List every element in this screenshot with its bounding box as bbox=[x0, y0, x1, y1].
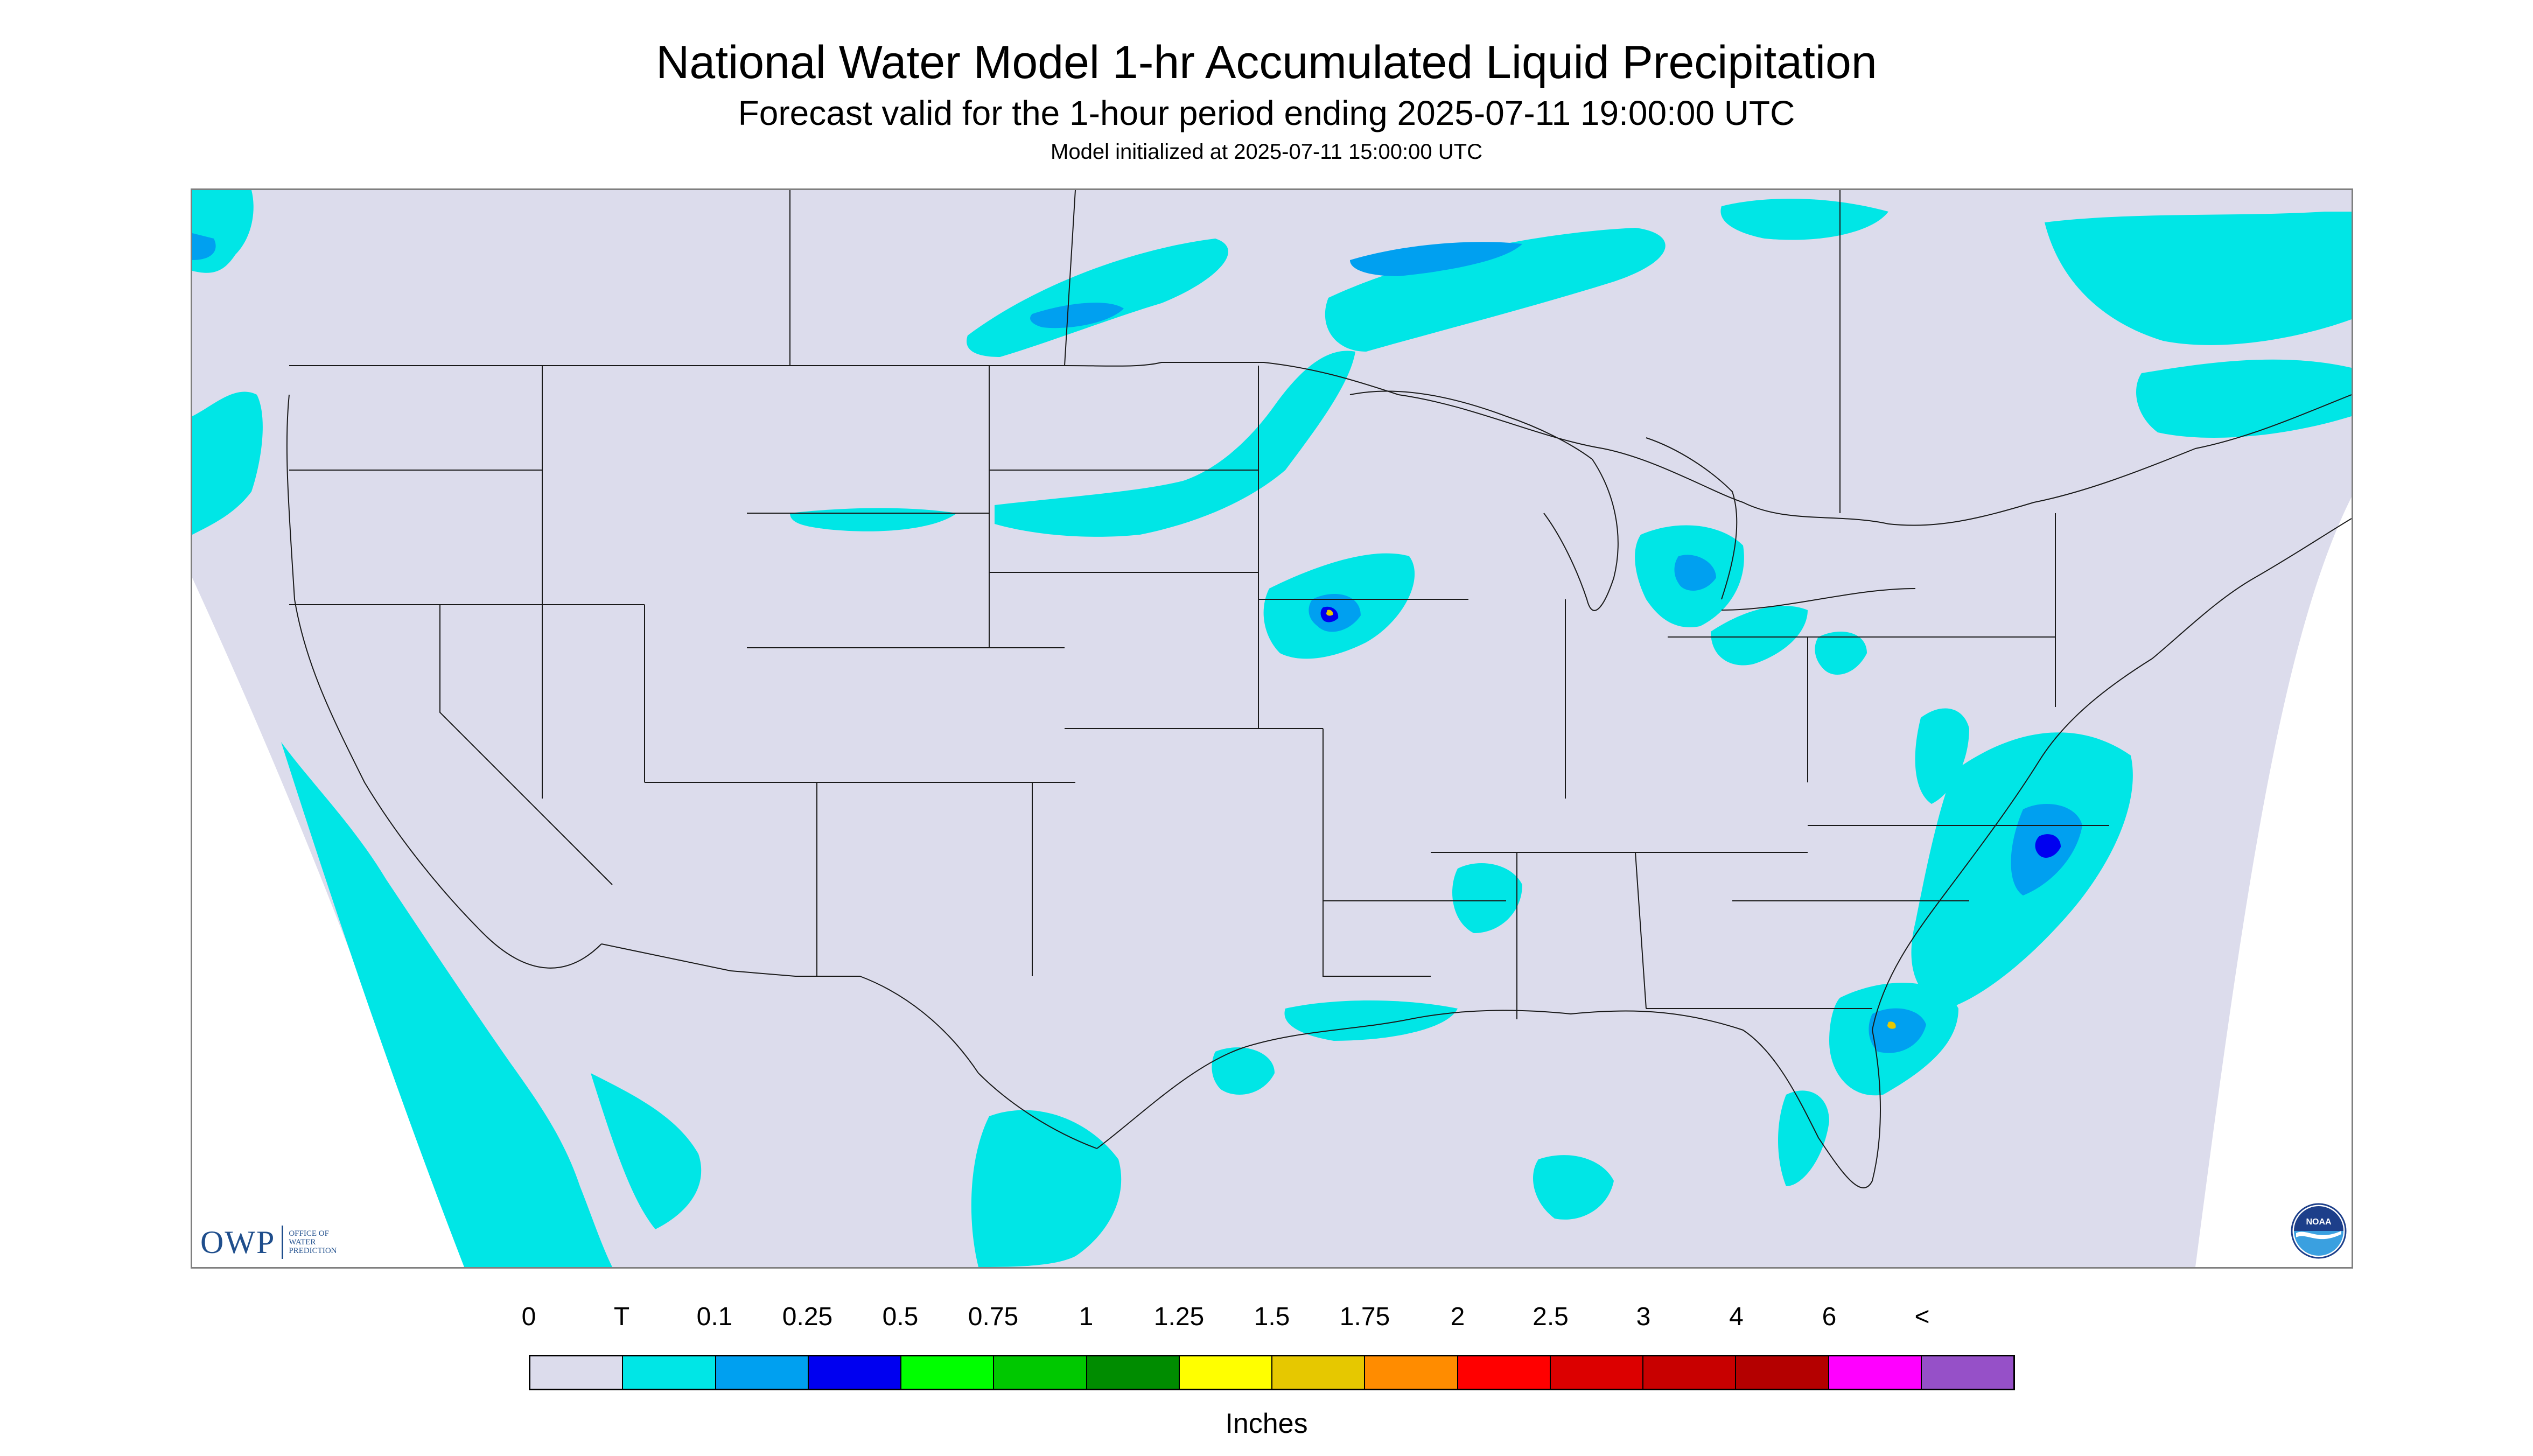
precip-area-washington bbox=[192, 391, 263, 535]
precip-area-northern-plains bbox=[790, 508, 957, 531]
noaa-seal-icon: NOAA bbox=[2291, 1203, 2347, 1259]
precip-area-florida-west bbox=[1778, 1090, 1829, 1186]
precip-area-mississippi bbox=[1452, 863, 1522, 933]
precip-area-labrador bbox=[1720, 199, 1888, 240]
legend-tick-labels: 0 T 0.1 0.25 0.5 0.75 1 1.25 1.5 1.75 2 2.5 3 4 6 < bbox=[0, 1302, 2533, 1334]
colorbar-swatch bbox=[1087, 1356, 1180, 1389]
colorbar-tick-label: 0.75 bbox=[968, 1303, 1019, 1331]
precip-area-yucatan bbox=[1533, 1155, 1614, 1220]
precip-area-mexico-baja bbox=[591, 1073, 702, 1229]
colorbar-swatch bbox=[901, 1356, 995, 1389]
colorbar-swatch bbox=[1179, 1356, 1272, 1389]
colorbar-tick-label: 0.25 bbox=[782, 1303, 833, 1331]
precip-heavy-atlantic bbox=[2035, 834, 2061, 858]
precip-core-florida bbox=[1869, 1008, 1926, 1053]
great-lakes-outline bbox=[1349, 390, 1916, 611]
colorbar-swatch bbox=[1921, 1356, 2013, 1389]
precip-area-dakotas bbox=[995, 351, 1355, 537]
colorbar-swatch bbox=[1829, 1356, 1922, 1389]
colorbar-tick-label: 0.5 bbox=[882, 1303, 919, 1331]
precip-area-texas-coast bbox=[1212, 1047, 1275, 1095]
precip-area-mid-atlantic bbox=[1915, 708, 1969, 804]
owp-subtext: OFFICE OF WATER PREDICTION bbox=[289, 1229, 337, 1255]
legend-units: Inches bbox=[1225, 1408, 1308, 1439]
owp-wordmark: OWP bbox=[200, 1224, 276, 1260]
colorbar-swatch bbox=[808, 1356, 901, 1389]
atlantic-coastline bbox=[1872, 518, 2352, 1031]
precip-area-maritimes bbox=[2136, 359, 2352, 438]
colorbar-swatch bbox=[1550, 1356, 1643, 1389]
owp-logo: OWP OFFICE OF WATER PREDICTION bbox=[200, 1223, 337, 1261]
colorbar-tick-label: 2 bbox=[1450, 1303, 1465, 1331]
model-init-line: Model initialized at 2025-07-11 15:00:00… bbox=[1051, 140, 1482, 164]
owp-sub-line: PREDICTION bbox=[289, 1247, 337, 1255]
state-line-ca-nv bbox=[439, 605, 613, 885]
colorbar-tick-label: 6 bbox=[1822, 1303, 1837, 1331]
colorbar-swatch bbox=[994, 1356, 1087, 1389]
colorbar-swatch bbox=[530, 1356, 624, 1389]
colorbar-tick-label: 0 bbox=[521, 1303, 536, 1331]
precip-area-manitoba bbox=[967, 239, 1228, 357]
precip-peak-iowa bbox=[1326, 610, 1333, 616]
owp-sub-line: OFFICE OF bbox=[289, 1229, 329, 1238]
us-canada-border bbox=[289, 362, 2352, 526]
precip-area-pennsylvania bbox=[1815, 632, 1867, 675]
colorbar-swatch bbox=[716, 1356, 809, 1389]
colorbar-swatch bbox=[1736, 1356, 1829, 1389]
colorbar-swatch bbox=[1272, 1356, 1366, 1389]
colorbar-tick-label: < bbox=[1914, 1303, 1930, 1331]
colorbar-swatch bbox=[623, 1356, 716, 1389]
map-title: National Water Model 1-hr Accumulated Li… bbox=[656, 37, 1877, 88]
precip-area-pacific bbox=[281, 742, 612, 1267]
precip-core-bc bbox=[192, 233, 216, 260]
canada-province-line-2 bbox=[1064, 190, 1076, 366]
precip-area-mexico-east bbox=[971, 1110, 1122, 1267]
precip-area-quebec bbox=[2045, 212, 2352, 345]
noaa-wordmark: NOAA bbox=[2306, 1217, 2332, 1227]
precip-peak-florida bbox=[1887, 1021, 1896, 1029]
colorbar-tick-label: 2.5 bbox=[1533, 1303, 1569, 1331]
precip-layer bbox=[192, 190, 2352, 1267]
colorbar-tick-label: 1.5 bbox=[1254, 1303, 1290, 1331]
us-mexico-border bbox=[601, 943, 1097, 1149]
precip-area-ontario-south bbox=[1711, 606, 1808, 666]
precip-area-ontario-west bbox=[1325, 228, 1666, 352]
precip-map bbox=[191, 188, 2353, 1269]
colorbar-tick-label: 1.75 bbox=[1339, 1303, 1390, 1331]
map-canvas bbox=[192, 190, 2352, 1267]
state-line-ar-la bbox=[1323, 901, 1431, 977]
pacific-coastline bbox=[286, 394, 602, 969]
colorbar-swatch bbox=[1643, 1356, 1737, 1389]
state-line-al-ga bbox=[1635, 852, 1647, 1009]
colorbar-swatch bbox=[1458, 1356, 1551, 1389]
colorbar-tick-label: T bbox=[613, 1303, 630, 1331]
owp-sub-line: WATER bbox=[289, 1238, 316, 1247]
colorbar-tick-label: 4 bbox=[1729, 1303, 1744, 1331]
precip-core-manitoba bbox=[1030, 303, 1124, 328]
precip-colorbar bbox=[529, 1355, 2015, 1390]
map-subtitle: Forecast valid for the 1-hour period end… bbox=[738, 94, 1795, 132]
colorbar-swatch bbox=[1365, 1356, 1458, 1389]
owp-divider bbox=[282, 1226, 284, 1259]
colorbar-tick-label: 3 bbox=[1636, 1303, 1651, 1331]
gulf-coastline bbox=[1096, 1010, 1881, 1188]
precip-core-ontario bbox=[1350, 242, 1522, 276]
colorbar-tick-label: 1.25 bbox=[1153, 1303, 1205, 1331]
colorbar-tick-label: 1 bbox=[1079, 1303, 1094, 1331]
precip-core-michigan bbox=[1674, 555, 1716, 591]
colorbar-tick-label: 0.1 bbox=[696, 1303, 733, 1331]
state-boundaries bbox=[286, 190, 2352, 1188]
